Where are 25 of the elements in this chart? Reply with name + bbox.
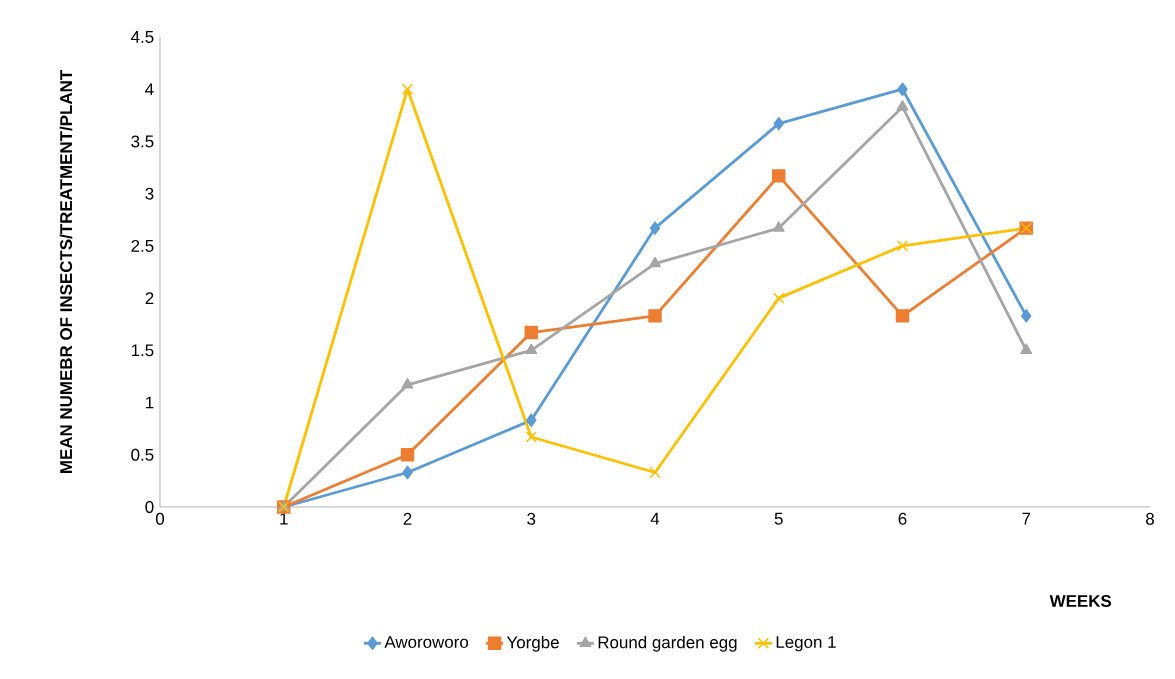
y-axis-title: MEAN NUMEBR OF INSECTS/TREATMENT/PLANT: [59, 70, 73, 473]
x-tick-label: 4: [650, 512, 660, 525]
y-tick-label: 0: [145, 500, 154, 513]
legend-label: Aworoworo: [384, 636, 469, 649]
y-tick-label: 1: [146, 396, 154, 409]
y-tick-label: 4.5: [131, 31, 154, 43]
y-tick-label: 2.5: [131, 239, 154, 252]
y-tick-label: 1.5: [131, 344, 154, 357]
x-tick-label: 5: [774, 512, 783, 525]
x-tick-label: 6: [898, 512, 907, 525]
x-tick-label: 7: [1022, 512, 1031, 525]
y-tick-label: 2: [145, 292, 154, 305]
legend-label: Round garden egg: [598, 635, 737, 652]
y-tick-label: 3.5: [131, 135, 154, 148]
y-tick-label: 0.5: [131, 448, 154, 461]
x-tick-label: 0: [155, 512, 165, 525]
legend-label: Legon 1: [776, 636, 836, 652]
y-tick-label: 3: [145, 187, 154, 200]
x-tick-label: 1: [280, 512, 288, 525]
x-tick-label: 2: [403, 512, 412, 525]
legend-label: Yorgbe: [506, 635, 559, 652]
y-tick-label: 4: [145, 83, 154, 96]
x-tick-label: 3: [527, 512, 536, 525]
x-axis-title: WEEKS: [1049, 594, 1112, 607]
x-tick-label: 8: [1146, 512, 1154, 525]
